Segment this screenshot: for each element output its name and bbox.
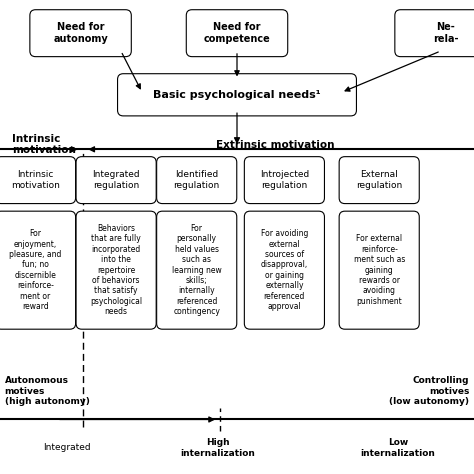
FancyBboxPatch shape [186, 10, 288, 57]
Text: Intrinsic
motivation: Intrinsic motivation [11, 171, 60, 190]
Text: Integrated: Integrated [43, 444, 90, 452]
FancyBboxPatch shape [395, 10, 474, 57]
FancyBboxPatch shape [339, 211, 419, 329]
FancyBboxPatch shape [245, 156, 324, 204]
FancyBboxPatch shape [245, 211, 324, 329]
Text: For
personally
held values
such as
learning new
skills;
internally
referenced
co: For personally held values such as learn… [172, 224, 221, 316]
Text: External
regulation: External regulation [356, 171, 402, 190]
FancyBboxPatch shape [339, 156, 419, 204]
FancyBboxPatch shape [156, 211, 237, 329]
FancyBboxPatch shape [0, 211, 75, 329]
FancyBboxPatch shape [76, 156, 156, 204]
Text: Intrinsic
motivation: Intrinsic motivation [12, 134, 76, 155]
Text: Basic psychological needs¹: Basic psychological needs¹ [153, 90, 321, 100]
Text: For avoiding
external
sources of
disapproval,
or gaining
externally
referenced
a: For avoiding external sources of disappr… [261, 229, 308, 311]
Text: Need for
competence: Need for competence [204, 22, 270, 44]
Text: Behaviors
that are fully
incorporated
into the
repertoire
of behaviors
that sati: Behaviors that are fully incorporated in… [90, 224, 142, 316]
Text: For
enjoyment,
pleasure, and
fun; no
discernible
reinforce-
ment or
reward: For enjoyment, pleasure, and fun; no dis… [9, 229, 62, 311]
FancyBboxPatch shape [30, 10, 131, 57]
Text: Introjected
regulation: Introjected regulation [260, 171, 309, 190]
Text: Autonomous
motives
(high autonomy): Autonomous motives (high autonomy) [5, 376, 90, 406]
Text: Integrated
regulation: Integrated regulation [92, 171, 140, 190]
FancyBboxPatch shape [118, 74, 356, 116]
FancyBboxPatch shape [156, 156, 237, 204]
Text: Controlling
motives
(low autonomy): Controlling motives (low autonomy) [389, 376, 469, 406]
Text: Ne-
rela-: Ne- rela- [433, 22, 458, 44]
Text: Extrinsic motivation: Extrinsic motivation [216, 139, 334, 150]
FancyBboxPatch shape [0, 156, 75, 204]
Text: Identified
regulation: Identified regulation [173, 171, 220, 190]
Text: Need for
autonomy: Need for autonomy [53, 22, 108, 44]
Text: Low
internalization: Low internalization [361, 438, 436, 457]
FancyBboxPatch shape [76, 211, 156, 329]
Text: For external
reinforce-
ment such as
gaining
rewards or
avoiding
punishment: For external reinforce- ment such as gai… [354, 235, 405, 306]
Text: High
internalization: High internalization [181, 438, 255, 457]
